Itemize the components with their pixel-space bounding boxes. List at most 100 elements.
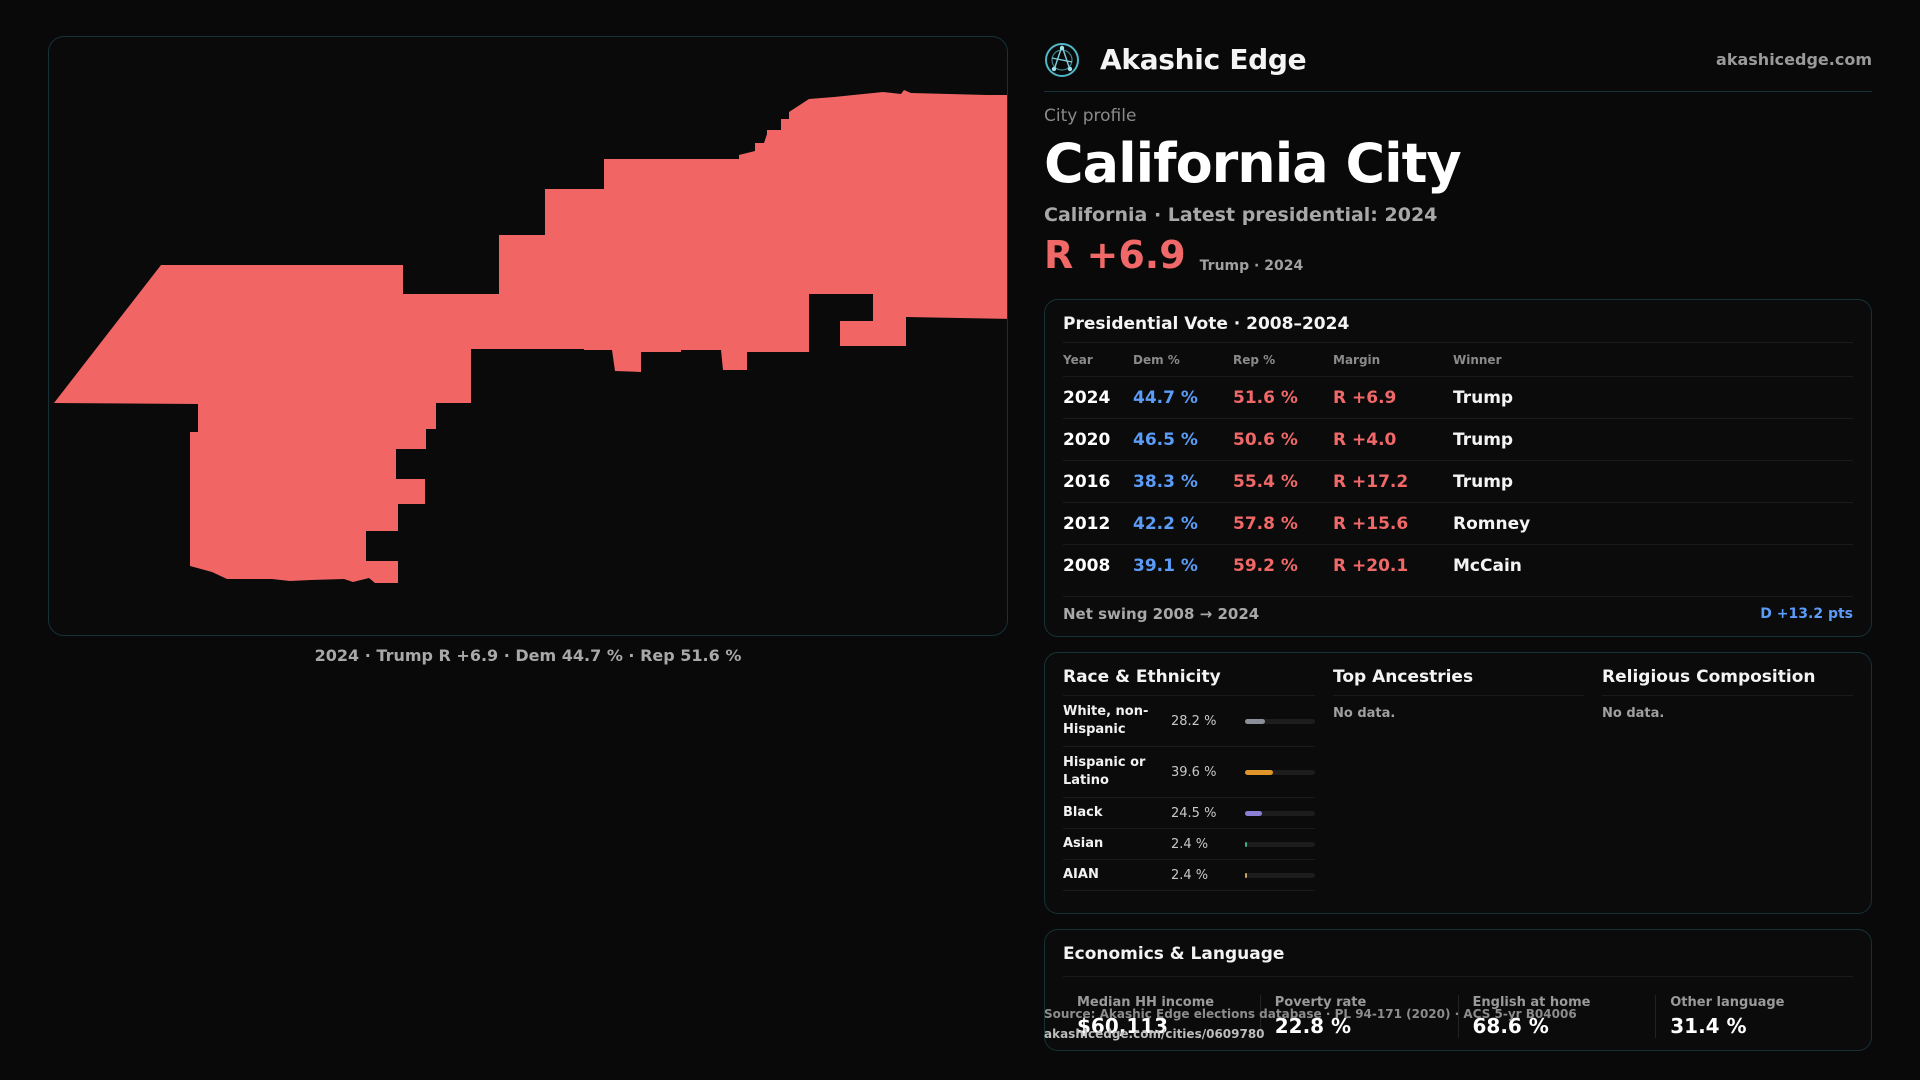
cell-winner: Trump (1453, 429, 1514, 450)
headline-margin: R +6.9 Trump · 2024 (1044, 234, 1872, 276)
econ-label: Poverty rate (1274, 995, 1367, 1010)
header-year: Year (1063, 352, 1093, 367)
cell-margin: R +6.9 (1333, 387, 1397, 408)
econ-cell-poverty: Poverty rate 22.8 % (1259, 995, 1458, 1038)
cell-rep: 57.8 % (1233, 513, 1298, 534)
cell-rep: 50.6 % (1233, 429, 1298, 450)
race-pct: 39.6 % (1171, 764, 1217, 780)
header-winner: Winner (1453, 352, 1502, 367)
race-bar-fill (1245, 769, 1273, 775)
cell-margin: R +15.6 (1333, 513, 1409, 534)
race-bar (1245, 810, 1315, 816)
presidential-vote-card: Presidential Vote · 2008–2024 Year Dem %… (1044, 299, 1872, 637)
econ-title: Economics & Language (1063, 944, 1853, 977)
page-eyebrow: City profile (1044, 106, 1137, 126)
race-row: Hispanic or Latino 39.6 % (1063, 747, 1315, 798)
race-label: White, non-Hispanic (1063, 704, 1149, 737)
brand-name: Akashic Edge (1100, 43, 1307, 76)
table-row: 2012 42.2 % 57.8 % R +15.6 Romney (1063, 502, 1853, 544)
race-bar (1245, 769, 1315, 775)
race-ethnicity-section: Race & Ethnicity White, non-Hispanic 28.… (1063, 667, 1315, 913)
race-label: Hispanic or Latino (1063, 755, 1146, 788)
ancestries-empty: No data. (1333, 706, 1396, 721)
header-margin: Margin (1333, 352, 1381, 367)
header-rep: Rep % (1233, 352, 1276, 367)
brand-bar: Akashic Edge akashicedge.com (1044, 36, 1872, 92)
cell-dem: 42.2 % (1133, 513, 1198, 534)
cell-rep: 59.2 % (1233, 555, 1298, 576)
race-row: AIAN 2.4 % (1063, 860, 1315, 891)
race-pct: 28.2 % (1171, 713, 1217, 729)
permalink[interactable]: akashicedge.com/cities/0609780 (1044, 1027, 1265, 1041)
race-bar-fill (1245, 718, 1265, 724)
city-boundary-shape[interactable] (54, 90, 1008, 583)
cell-margin: R +4.0 (1333, 429, 1397, 450)
cell-margin: R +17.2 (1333, 471, 1409, 492)
race-label: AIAN (1063, 867, 1099, 882)
vote-table-header: Year Dem % Rep % Margin Winner (1063, 342, 1853, 376)
religion-title: Religious Composition (1602, 667, 1853, 696)
economics-card: Economics & Language Median HH income $6… (1044, 929, 1872, 1051)
race-row: Black 24.5 % (1063, 798, 1315, 829)
cell-dem: 38.3 % (1133, 471, 1198, 492)
race-row: Asian 2.4 % (1063, 829, 1315, 860)
race-pct: 2.4 % (1171, 836, 1209, 852)
econ-value: $60,113 (1077, 1014, 1169, 1038)
cell-rep: 55.4 % (1233, 471, 1298, 492)
cell-dem: 46.5 % (1133, 429, 1198, 450)
econ-label: Other language (1670, 995, 1785, 1010)
cell-winner: Romney (1453, 513, 1531, 534)
city-map[interactable] (48, 36, 1008, 636)
cell-year: 2020 (1063, 429, 1111, 450)
race-row: White, non-Hispanic 28.2 % (1063, 696, 1315, 747)
profile-header: Akashic Edge akashicedge.com City profil… (1044, 36, 1872, 276)
econ-value: 22.8 % (1274, 1014, 1352, 1038)
net-swing-value: D +13.2 pts (1760, 605, 1853, 622)
footer: Source: Akashic Edge elections database … (1044, 1004, 1644, 1044)
brand[interactable]: Akashic Edge (1044, 42, 1307, 78)
econ-cell-english: English at home 68.6 % (1457, 995, 1656, 1038)
race-label: Black (1063, 805, 1103, 820)
cell-winner: Trump (1453, 387, 1514, 408)
econ-cell-other-language: Other language 31.4 % (1655, 995, 1853, 1038)
cell-winner: Trump (1453, 471, 1514, 492)
margin-subtext: Trump · 2024 (1199, 258, 1304, 274)
source-note: Source: Akashic Edge elections database … (1044, 1007, 1577, 1021)
cell-dem: 39.1 % (1133, 555, 1198, 576)
race-bar-fill (1245, 841, 1247, 847)
cell-year: 2024 (1063, 387, 1111, 408)
net-swing-label: Net swing 2008 → 2024 (1063, 604, 1260, 623)
table-row: 2020 46.5 % 50.6 % R +4.0 Trump (1063, 418, 1853, 460)
page-subtitle: California · Latest presidential: 2024 (1044, 204, 1438, 226)
ancestries-section: Top Ancestries No data. (1333, 667, 1584, 913)
table-row: 2024 44.7 % 51.6 % R +6.9 Trump (1063, 376, 1853, 418)
econ-value: 31.4 % (1670, 1014, 1747, 1038)
margin-value: R +6.9 (1044, 233, 1186, 277)
net-swing-row: Net swing 2008 → 2024 D +13.2 pts (1063, 596, 1853, 630)
map-caption: 2024 · Trump R +6.9 · Dem 44.7 % · Rep 5… (314, 646, 742, 665)
race-pct: 24.5 % (1171, 805, 1217, 821)
cell-year: 2016 (1063, 471, 1111, 492)
demographics-card: Race & Ethnicity White, non-Hispanic 28.… (1044, 652, 1872, 914)
race-bar (1245, 872, 1315, 878)
vote-card-title: Presidential Vote · 2008–2024 (1063, 314, 1350, 334)
ancestries-title: Top Ancestries (1333, 667, 1584, 696)
cell-winner: McCain (1453, 555, 1522, 576)
race-label: Asian (1063, 836, 1104, 851)
race-bar-fill (1245, 810, 1263, 816)
cell-margin: R +20.1 (1333, 555, 1409, 576)
race-pct: 2.4 % (1171, 867, 1209, 883)
cell-year: 2012 (1063, 513, 1111, 534)
econ-cell-income: Median HH income $60,113 (1063, 995, 1260, 1038)
religion-section: Religious Composition No data. (1602, 667, 1853, 913)
religion-empty: No data. (1602, 706, 1665, 721)
cell-year: 2008 (1063, 555, 1111, 576)
econ-grid: Median HH income $60,113 Poverty rate 22… (1063, 995, 1853, 1038)
city-boundary-map (54, 90, 1008, 583)
econ-value: 68.6 % (1472, 1014, 1549, 1038)
table-row: 2008 39.1 % 59.2 % R +20.1 McCain (1063, 544, 1853, 586)
race-title: Race & Ethnicity (1063, 667, 1315, 696)
table-row: 2016 38.3 % 55.4 % R +17.2 Trump (1063, 460, 1853, 502)
brand-url[interactable]: akashicedge.com (1716, 50, 1872, 69)
econ-label: English at home (1472, 995, 1591, 1010)
